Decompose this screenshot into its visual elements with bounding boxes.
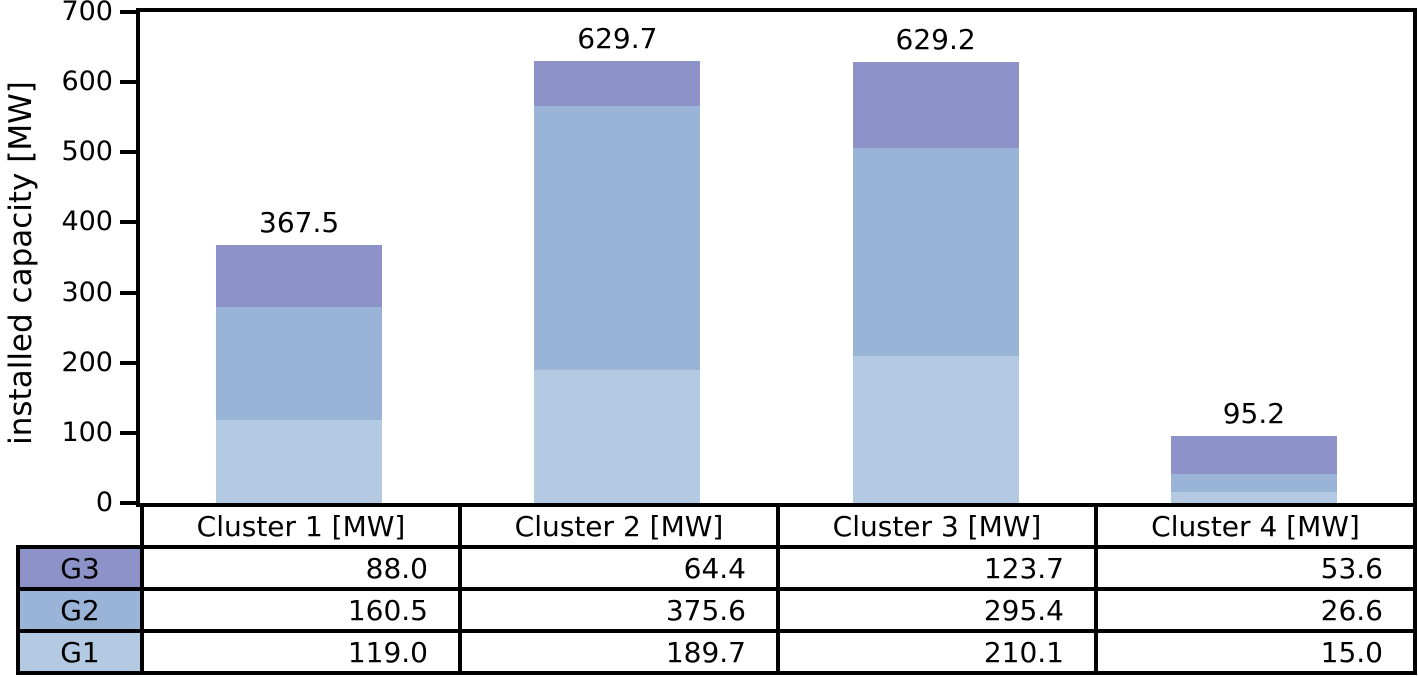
bar-segment-g2-cluster4 [1170,473,1337,493]
table-value-cell: 295.4 [776,587,1098,633]
table-value-cell: 15.0 [1094,629,1417,675]
capacity-table: Cluster 1 [MW] Cluster 2 [MW] Cluster 3 [M… [16,503,1417,675]
y-tick-label: 300 [61,276,113,308]
table-corner-cell [18,505,142,547]
y-tick-mark [120,360,138,365]
table-row-label-g3: G3 [16,545,144,591]
bar-segment-g3-cluster4 [1170,436,1337,474]
y-tick-mark [120,430,138,435]
table-value-cell: 160.5 [140,587,462,633]
table-header-cell: Cluster 2 [MW] [458,503,780,549]
bar-segment-g3-cluster3 [852,61,1019,149]
bar-segment-g3-cluster2 [534,61,701,107]
bar-total-label: 629.7 [577,22,658,56]
bar-total-label: 367.5 [259,206,340,240]
table-value-cell: 210.1 [776,629,1098,675]
table-header-cell: Cluster 1 [MW] [140,503,462,549]
y-tick-label: 0 [95,487,113,518]
table-value-cell: 64.4 [458,545,780,591]
y-tick-label: 200 [61,346,113,378]
bar-segment-g1-cluster3 [852,355,1019,503]
table-value-cell: 53.6 [1094,545,1417,591]
bar-segment-g1-cluster1 [216,419,383,503]
table-row-label-g1: G1 [16,629,144,675]
table-row-g1: G1 119.0 189.7 210.1 15.0 [16,629,1417,675]
table-row-g3: G3 88.0 64.4 123.7 53.6 [16,545,1417,591]
bar-segment-g1-cluster4 [1170,492,1337,503]
y-tick-mark [120,290,138,295]
table-header-cell: Cluster 3 [MW] [776,503,1098,549]
y-tick-label: 100 [61,416,113,448]
table-value-cell: 119.0 [140,629,462,675]
table-header-row: Cluster 1 [MW] Cluster 2 [MW] Cluster 3 [M… [18,503,1417,549]
bar-total-label: 95.2 [1222,397,1286,431]
y-tick-mark [120,220,138,225]
bar-segment-g3-cluster1 [216,245,383,307]
y-tick-label: 600 [61,66,113,98]
bar-segment-g2-cluster1 [216,306,383,420]
y-tick-mark [120,150,138,155]
y-tick-label: 400 [61,206,113,238]
table-value-cell: 26.6 [1094,587,1417,633]
table-row-label-g2: G2 [16,587,144,633]
y-tick-label: 500 [61,136,113,168]
table-header-cell: Cluster 4 [MW] [1094,503,1417,549]
table-value-cell: 189.7 [458,629,780,675]
y-tick-mark [120,501,138,505]
bar-segment-g2-cluster2 [534,106,701,370]
y-tick-label: 700 [61,0,113,27]
bar-segment-g2-cluster3 [852,148,1019,356]
table-value-cell: 375.6 [458,587,780,633]
table-value-cell: 88.0 [140,545,462,591]
bar-total-label: 629.2 [895,22,976,56]
y-tick-mark [120,80,138,85]
table-row-g2: G2 160.5 375.6 295.4 26.6 [16,587,1417,633]
table-value-cell: 123.7 [776,545,1098,591]
y-tick-mark [120,10,138,14]
bar-segment-g1-cluster2 [534,369,701,503]
